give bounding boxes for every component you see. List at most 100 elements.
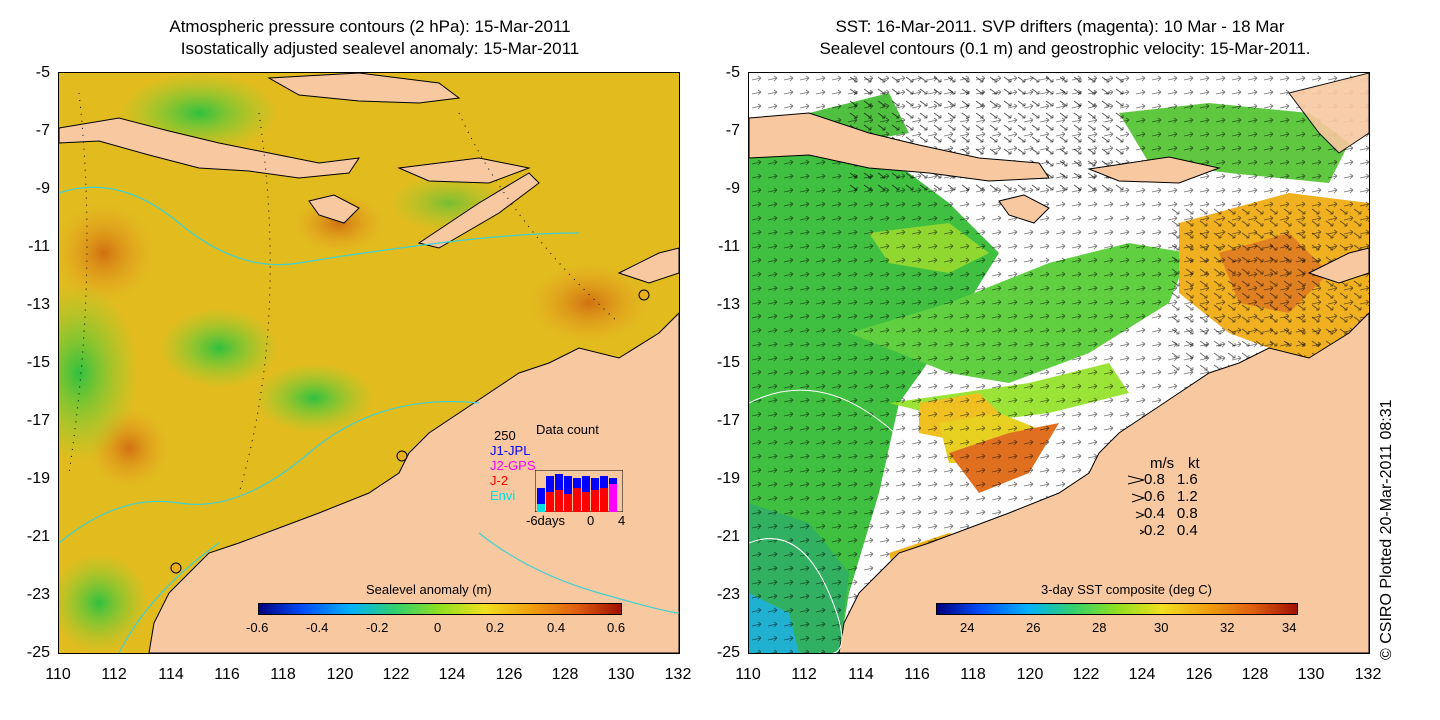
right-y-tick: -11: [718, 238, 740, 255]
left-colorbar: [258, 603, 622, 615]
inset-bar: [537, 488, 545, 504]
inset-bar: [546, 476, 554, 492]
inset-bar: [600, 476, 608, 488]
left-x-tick: 116: [214, 666, 240, 683]
sst-map: [749, 73, 1369, 653]
left-x-tick: 110: [45, 666, 71, 683]
right-cbar-tick: 32: [1220, 620, 1235, 635]
inset-xtick-zero: 0: [587, 513, 595, 528]
inset-bar: [609, 478, 617, 484]
inset-bar: [609, 484, 617, 512]
right-colorbar-label: 3-day SST composite (deg C): [1041, 582, 1212, 597]
left-x-tick: 112: [101, 666, 127, 683]
inset-bar: [582, 476, 590, 492]
left-y-tick: -15: [26, 354, 50, 371]
right-x-tick: 110: [735, 666, 761, 683]
inset-xtick-start: -6days: [526, 513, 566, 528]
inset-bar: [537, 504, 545, 512]
right-y-tick: -13: [716, 296, 740, 313]
left-cbar-tick: 0.4: [547, 620, 566, 635]
right-y-tick: -25: [716, 644, 740, 661]
right-y-tick: -15: [716, 354, 740, 371]
right-x-tick: 116: [904, 666, 930, 683]
right-colorbar: [936, 603, 1298, 615]
right-x-tick: 132: [1354, 666, 1382, 683]
right-title-line2: Sealevel contours (0.1 m) and geostrophi…: [819, 39, 1311, 58]
left-y-tick: -17: [26, 412, 50, 429]
left-x-tick: 130: [607, 666, 635, 683]
velocity-legend-kt-header: kt: [1188, 455, 1200, 472]
left-x-tick: 128: [551, 666, 579, 683]
left-y-tick: -9: [35, 180, 50, 197]
inset-bar: [573, 488, 581, 512]
right-x-tick: 118: [960, 666, 986, 683]
inset-bar: [600, 488, 608, 512]
velocity-legend-row: 0.6 1.2: [1144, 488, 1198, 505]
right-y-tick: -21: [716, 528, 740, 545]
inset-bar: [573, 478, 581, 488]
right-x-tick: 128: [1241, 666, 1269, 683]
inset-xtick-end: 4: [618, 513, 626, 528]
inset-bar-chart: [535, 470, 623, 512]
left-cbar-tick: 0: [434, 620, 442, 635]
left-title-line1: Atmospheric pressure contours (2 hPa): 1…: [169, 17, 571, 36]
left-x-tick: 122: [382, 666, 410, 683]
inset-bar: [555, 490, 563, 512]
inset-legend-j2gps: J2-GPS: [490, 458, 536, 473]
right-x-tick: 114: [848, 666, 874, 683]
right-cbar-tick: 28: [1092, 620, 1107, 635]
inset-title: Data count: [536, 422, 599, 437]
inset-legend-envi: Envi: [490, 488, 516, 503]
left-y-tick: -5: [35, 64, 50, 81]
left-x-tick: 126: [495, 666, 523, 683]
right-x-tick: 112: [791, 666, 817, 683]
left-y-tick: -21: [26, 528, 50, 545]
velocity-legend-row: 0.4 0.8: [1144, 505, 1198, 522]
right-cbar-tick: 24: [960, 620, 975, 635]
left-x-tick: 114: [158, 666, 184, 683]
right-map-panel: [748, 72, 1370, 654]
inset-bar: [546, 492, 554, 512]
inset-legend-j1: J1-JPL: [490, 443, 531, 458]
right-x-tick: 122: [1072, 666, 1100, 683]
velocity-legend-row: 0.8 1.6: [1144, 471, 1198, 488]
right-y-tick: -17: [716, 412, 740, 429]
left-x-tick: 124: [438, 666, 466, 683]
left-y-tick: -13: [26, 296, 50, 313]
inset-bar: [564, 476, 572, 494]
inset-bar: [582, 492, 590, 512]
left-colorbar-label: Sealevel anomaly (m): [366, 582, 492, 597]
left-map-panel: [58, 72, 680, 654]
left-y-tick: -11: [28, 238, 50, 255]
left-y-tick: -23: [26, 586, 50, 603]
inset-top-value: 250: [494, 428, 516, 443]
left-y-tick: -7: [35, 122, 50, 139]
plot-credit: © CSIRO Plotted 20-Mar-2011 08:31: [1378, 399, 1395, 660]
right-cbar-tick: 26: [1026, 620, 1041, 635]
right-x-tick: 124: [1128, 666, 1156, 683]
left-y-tick: -25: [26, 644, 50, 661]
left-x-tick: 120: [326, 666, 354, 683]
inset-legend-j2: J-2: [490, 473, 509, 488]
left-x-tick: 118: [270, 666, 296, 683]
left-cbar-tick: 0.2: [486, 620, 505, 635]
velocity-legend-arrows: [1127, 475, 1146, 535]
inset-bar: [591, 478, 599, 490]
left-cbar-tick: -0.2: [366, 620, 389, 635]
left-x-tick: 132: [664, 666, 692, 683]
left-cbar-tick: 0.6: [607, 620, 626, 635]
sealevel-anomaly-map: [59, 73, 679, 653]
right-cbar-tick: 34: [1282, 620, 1297, 635]
left-cbar-tick: -0.6: [246, 620, 269, 635]
inset-bar: [564, 494, 572, 512]
right-y-tick: -23: [716, 586, 740, 603]
right-y-tick: -5: [725, 64, 740, 81]
right-x-tick: 120: [1016, 666, 1044, 683]
left-y-tick: -19: [26, 470, 50, 487]
right-title-line1: SST: 16-Mar-2011. SVP drifters (magenta)…: [835, 17, 1285, 36]
left-cbar-tick: -0.4: [306, 620, 329, 635]
inset-bar: [555, 474, 563, 490]
right-cbar-tick: 30: [1154, 620, 1169, 635]
right-y-tick: -19: [716, 470, 740, 487]
right-y-tick: -7: [725, 122, 740, 139]
